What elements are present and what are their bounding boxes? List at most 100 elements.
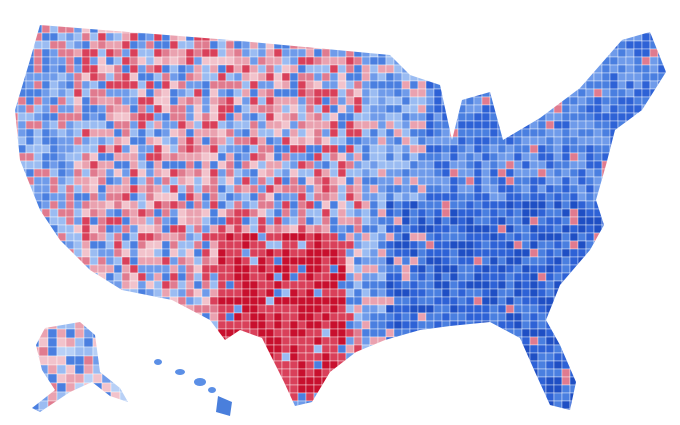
county	[81, 56, 91, 66]
county	[569, 64, 579, 74]
county	[177, 184, 187, 194]
county	[641, 40, 651, 50]
county	[657, 56, 666, 66]
county	[569, 272, 579, 282]
county	[353, 192, 363, 202]
county	[113, 208, 123, 218]
county	[489, 264, 499, 274]
county	[41, 104, 51, 114]
county	[241, 120, 251, 130]
county	[273, 400, 283, 410]
county	[369, 360, 379, 370]
county	[521, 240, 531, 250]
borough	[83, 337, 94, 348]
county	[177, 128, 187, 138]
county	[577, 32, 587, 42]
county	[377, 160, 387, 170]
county	[505, 192, 515, 202]
county	[273, 256, 283, 266]
county	[425, 240, 435, 250]
county	[417, 312, 427, 322]
county	[625, 360, 635, 370]
county	[305, 280, 315, 290]
county	[545, 112, 555, 122]
county	[113, 232, 123, 242]
county	[161, 256, 171, 266]
county	[33, 248, 43, 258]
county	[361, 200, 371, 210]
county	[649, 256, 659, 266]
county	[185, 296, 195, 306]
county	[193, 344, 203, 354]
county	[465, 400, 475, 410]
county	[233, 200, 243, 210]
county	[289, 25, 299, 34]
county	[97, 80, 107, 90]
county	[113, 264, 123, 274]
county	[241, 88, 251, 98]
county	[377, 216, 387, 226]
county	[601, 336, 611, 346]
county	[441, 96, 451, 106]
county	[97, 224, 107, 234]
borough	[129, 401, 138, 410]
county	[97, 240, 107, 250]
county	[481, 408, 491, 410]
county	[393, 240, 403, 250]
county	[369, 296, 379, 306]
county	[433, 240, 443, 250]
county	[89, 288, 99, 298]
county	[305, 288, 315, 298]
county	[345, 192, 355, 202]
county	[177, 216, 187, 226]
county	[49, 160, 59, 170]
county	[145, 408, 155, 410]
county	[41, 80, 51, 90]
county	[441, 56, 451, 66]
county	[625, 32, 635, 42]
county	[457, 56, 467, 66]
county	[161, 120, 171, 130]
county	[137, 272, 147, 282]
county	[345, 344, 355, 354]
county	[161, 320, 171, 330]
county	[385, 152, 395, 162]
county	[281, 192, 291, 202]
county	[577, 128, 587, 138]
county	[585, 272, 595, 282]
county	[393, 400, 403, 410]
county	[177, 392, 187, 402]
county	[385, 312, 395, 322]
county	[385, 80, 395, 90]
county	[241, 152, 251, 162]
county	[457, 344, 467, 354]
county	[377, 384, 387, 394]
county	[361, 64, 371, 74]
county	[89, 56, 99, 66]
county	[89, 128, 99, 138]
county	[393, 96, 403, 106]
county	[569, 392, 579, 402]
borough	[92, 322, 103, 330]
county	[481, 312, 491, 322]
borough	[74, 322, 85, 330]
county	[345, 104, 355, 114]
county	[257, 168, 267, 178]
county	[409, 112, 419, 122]
county	[625, 88, 635, 98]
county	[185, 320, 195, 330]
county	[225, 88, 235, 98]
county	[545, 232, 555, 242]
county	[609, 32, 619, 42]
county	[233, 312, 243, 322]
county	[273, 64, 283, 74]
county	[241, 368, 251, 378]
county	[121, 216, 131, 226]
county	[193, 136, 203, 146]
county	[345, 32, 355, 42]
county	[81, 216, 91, 226]
county	[105, 152, 115, 162]
county	[665, 336, 666, 346]
county	[489, 272, 499, 282]
county	[161, 96, 171, 106]
